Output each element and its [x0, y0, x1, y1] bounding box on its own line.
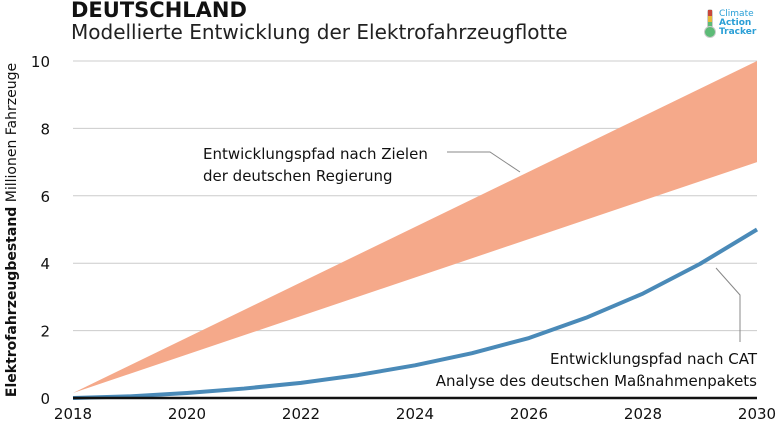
y-axis-label: Elektrofahrzeugbestand Millionen Fahrzeu… [4, 63, 20, 397]
x-tick-label: 2020 [168, 405, 206, 422]
x-tick-label: 2026 [510, 405, 548, 422]
thermometer-icon [704, 9, 716, 38]
government-path-label: der deutschen Regierung [203, 167, 393, 185]
y-tick-label: 0 [40, 390, 50, 408]
y-tick-label: 4 [40, 255, 50, 273]
x-tick-label: 2030 [738, 405, 776, 422]
y-tick-label: 10 [31, 53, 50, 71]
climate-action-tracker-logo: Climate Action Tracker [703, 8, 775, 40]
x-tick-label: 2022 [282, 405, 320, 422]
cat-path-label: Entwicklungspfad nach CAT [550, 350, 758, 368]
chart-subtitle: Modellierte Entwicklung der Elektrofahrz… [71, 20, 568, 44]
y-tick-label: 8 [40, 120, 50, 138]
logo-text-1: Climate [719, 9, 754, 19]
government-path-leader-line [447, 151, 521, 173]
x-tick-label: 2028 [624, 405, 662, 422]
cat-projection-line [72, 227, 759, 400]
logo-text-3: Tracker [719, 27, 757, 37]
y-tick-label: 2 [40, 323, 50, 341]
x-tick-label: 2018 [54, 405, 92, 422]
y-tick-label: 6 [40, 188, 50, 206]
government-path-label: Entwicklungspfad nach Zielen [203, 145, 428, 163]
cat-path-label: Analyse des deutschen Maßnahmenpakets [436, 372, 757, 390]
cat-path-leader-line [715, 267, 741, 342]
government-target-band [73, 61, 757, 393]
x-tick-label: 2024 [396, 405, 434, 422]
chart-title: DEUTSCHLAND [71, 0, 247, 22]
logo-text-2: Action [719, 18, 752, 28]
